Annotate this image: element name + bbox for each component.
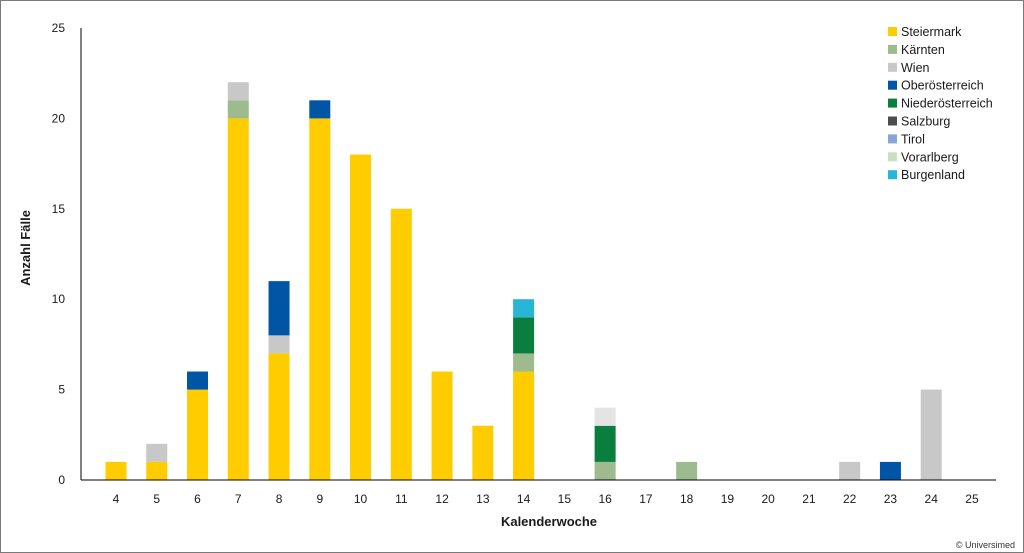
y-tick-label-25: 25 [52,21,66,35]
legend-swatch-4 [888,98,897,108]
x-tick-label-21: 21 [802,492,816,506]
legend-label-8: Burgenland [901,168,965,182]
legend-swatch-1 [888,44,897,54]
x-tick-label-15: 15 [558,492,572,506]
legend-label-2: Wien [901,61,930,75]
y-tick-label-0: 0 [58,473,65,487]
bar-segment-kw16-series-1 [594,461,616,480]
bar-segment-kw14-series-4 [513,317,535,354]
x-tick-label-14: 14 [517,492,531,506]
bar-segment-kw12-series-0 [431,371,453,480]
legend-swatch-6 [888,134,897,144]
x-tick-label-11: 11 [395,492,408,506]
legend-swatch-0 [888,27,897,36]
bar-segment-kw6-series-3 [187,371,209,390]
x-tick-label-16: 16 [598,492,612,506]
x-tick-label-20: 20 [761,492,775,506]
legend: Steiermark Kärnten Wien Oberösterreich Niede… [888,25,993,182]
bar-segment-kw14-series-0 [513,371,535,480]
x-tick-label-6: 6 [194,492,201,506]
bar-segment-kw22-series-2 [839,461,861,480]
bar-segment-kw8-series-2 [268,335,290,354]
x-tick-label-19: 19 [721,492,735,506]
legend-swatch-3 [888,80,897,90]
bar-segment-kw16-series-7 [594,407,616,426]
bar-segment-kw7-series-2 [227,82,249,101]
x-tick-label-17: 17 [639,492,653,506]
legend-label-0: Steiermark [901,25,962,39]
x-tick-label-13: 13 [476,492,490,506]
legend-label-6: Tirol [901,132,925,146]
y-tick-label-5: 5 [58,383,65,397]
bar-segment-kw7-series-1 [227,100,249,119]
bar-segment-kw9-series-0 [309,118,331,481]
x-tick-label-7: 7 [235,492,242,506]
legend-swatch-2 [888,62,897,72]
bar-segment-kw7-series-0 [227,118,249,481]
bar-segment-kw11-series-0 [390,208,412,481]
bar-segment-kw14-series-1 [513,353,535,372]
x-tick-label-9: 9 [316,492,323,506]
legend-swatch-8 [888,170,897,180]
x-tick-label-8: 8 [276,492,283,506]
bar-segment-kw24-series-2 [920,389,942,480]
y-tick-label-15: 15 [52,202,66,216]
axes-group [80,28,996,481]
bars-group [105,82,942,481]
bar-segment-kw9-series-3 [309,100,331,119]
x-tick-label-22: 22 [843,492,857,506]
tick-labels-group: 0 5 10 15 20 25 4 5 6 7 8 9 10 11 12 13 14 15 16 17 18 19 20 21… [52,21,979,506]
x-tick-label-24: 24 [925,492,939,506]
legend-label-7: Vorarlberg [901,150,959,164]
x-tick-label-12: 12 [435,492,449,506]
bar-segment-kw5-series-2 [146,443,168,462]
x-tick-label-18: 18 [680,492,694,506]
y-axis-title: Anzahl Fälle [18,210,33,286]
x-tick-label-5: 5 [153,492,160,506]
y-tick-label-10: 10 [52,292,66,306]
bar-segment-kw16-series-4 [594,425,616,462]
y-tick-label-20: 20 [52,111,66,125]
bar-segment-kw8-series-3 [268,281,290,336]
legend-label-4: Niederösterreich [901,97,993,111]
bar-segment-kw18-series-1 [676,461,698,480]
bar-segment-kw6-series-0 [187,389,209,480]
legend-label-5: Salzburg [901,115,950,129]
x-tick-label-23: 23 [884,492,898,506]
bar-segment-kw10-series-0 [350,154,372,480]
legend-label-3: Oberösterreich [901,79,984,93]
x-tick-label-4: 4 [113,492,120,506]
x-tick-label-25: 25 [965,492,979,506]
bar-segment-kw5-series-0 [146,461,168,480]
bar-segment-kw8-series-0 [268,353,290,480]
bar-segment-kw23-series-3 [879,461,901,480]
legend-swatch-5 [888,116,897,126]
bar-segment-kw4-series-0 [105,461,127,480]
x-axis-title: Kalenderwoche [501,514,597,529]
bar-segment-kw13-series-0 [472,425,494,480]
legend-swatch-7 [888,152,897,162]
legend-label-1: Kärnten [901,43,945,57]
credit-text: © Universimed [956,540,1015,550]
x-tick-label-10: 10 [354,492,368,506]
bar-segment-kw14-series-8 [513,299,535,318]
